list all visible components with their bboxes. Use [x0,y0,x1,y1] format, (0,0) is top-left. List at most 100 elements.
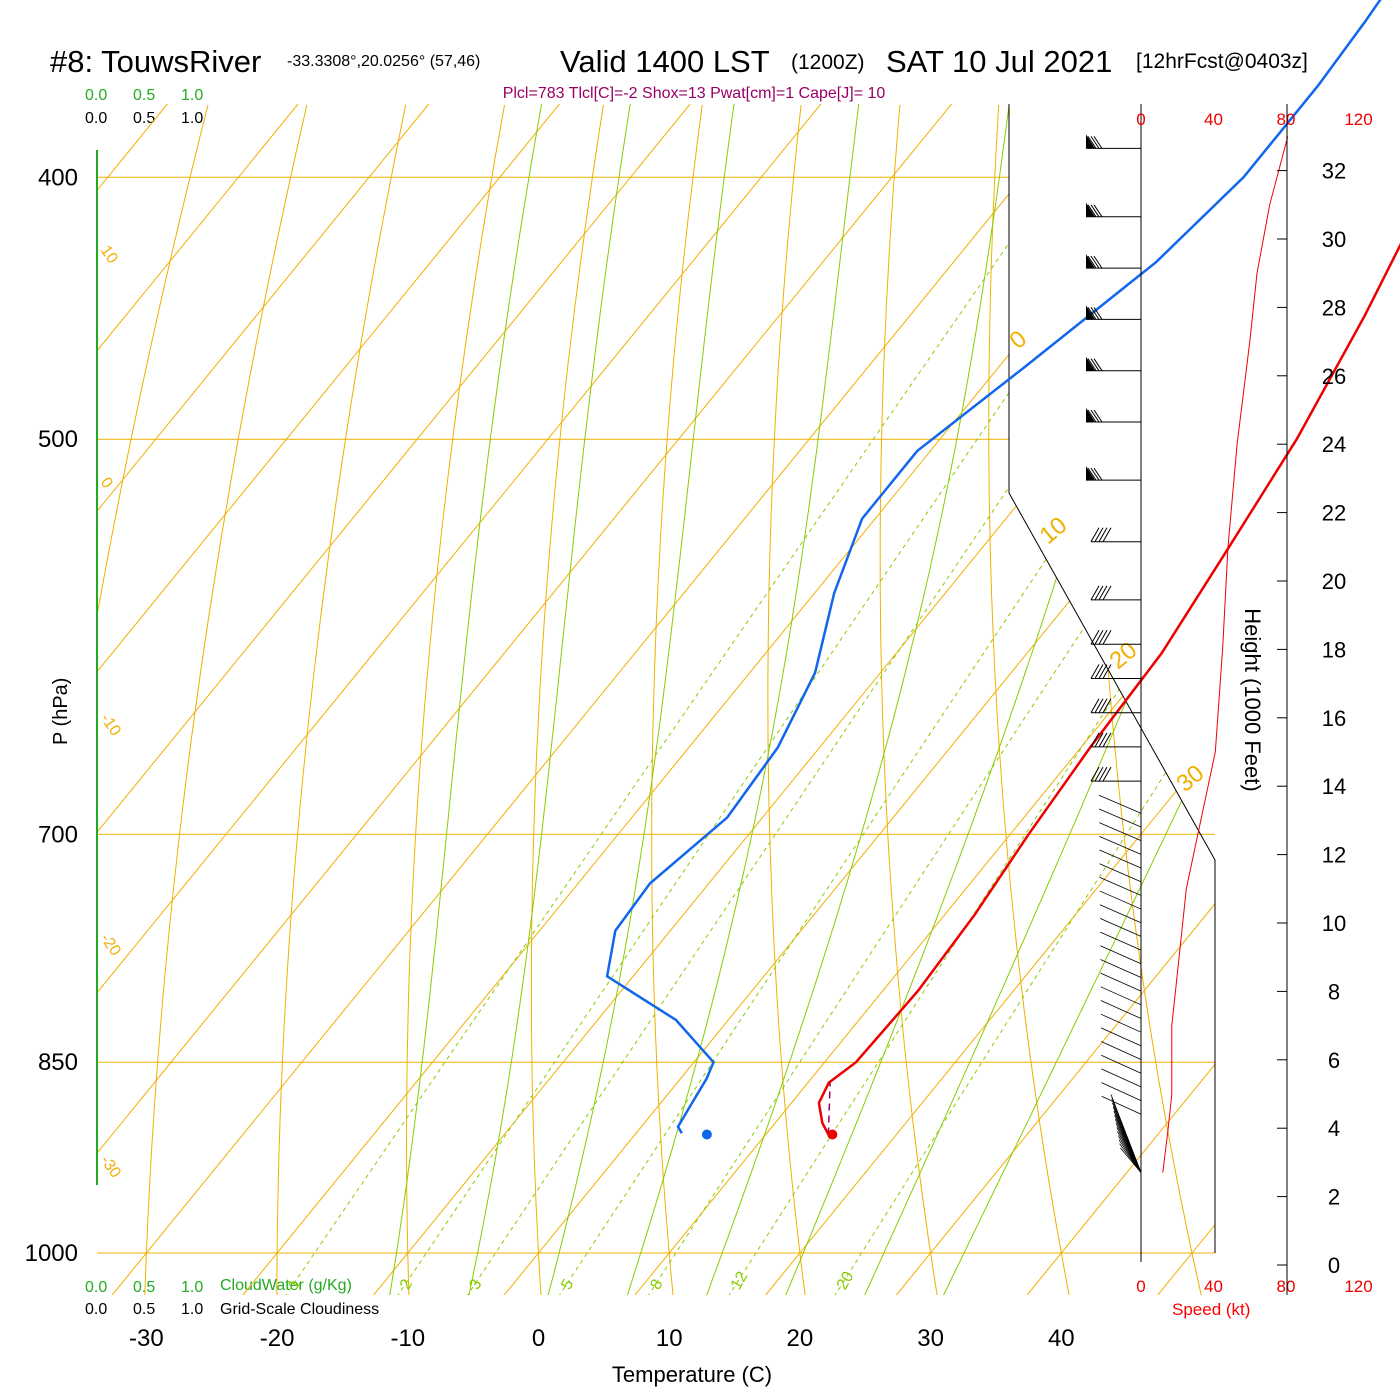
height-label-0: 0 [1328,1253,1340,1278]
wind-barb-feather [1098,732,1108,748]
speed-top-label-120: 120 [1344,110,1372,129]
pressure-label-500: 500 [38,426,78,453]
cloud-bottom-green-1: 0.5 [133,1279,155,1296]
height-label-10: 10 [1322,911,1346,936]
cloud-bottom-black-2: 1.0 [181,1301,203,1318]
cloud-top-black-2: 1.0 [181,110,203,127]
temp-label--10: -10 [390,1325,425,1352]
isotherm-line [97,104,822,1295]
wind-barb-staff [1099,863,1142,883]
wind-barb-feather [1090,664,1100,679]
moist-adiabat [778,104,1215,1295]
wind-barb-feather [1094,630,1104,645]
temp-label-40: 40 [1048,1325,1075,1352]
wind-barb-feather [1102,698,1112,713]
dry-adiabat [988,104,1070,1295]
wind-barb-staff [1098,794,1142,814]
wind-barb-staff [1101,1095,1142,1115]
cloud-top-green-2: 1.0 [181,87,203,104]
isotherm-line [634,104,1215,1295]
cloud-top-green-1: 0.5 [133,87,155,104]
height-label-28: 28 [1322,295,1346,320]
wind-barb-feather [1087,204,1097,218]
dry-adiabat [767,104,806,1295]
height-label-2: 2 [1328,1185,1340,1210]
wind-barb-feather [1090,136,1100,149]
cloudiness-label: Grid-Scale Cloudiness [220,1301,379,1318]
wind-barb-feather [1098,630,1108,645]
wind-barb-feather [1087,307,1097,320]
cloud-bottom-black-1: 0.5 [133,1301,155,1318]
wind-barb-feather [1090,358,1100,371]
wind-barb-staff [1120,1147,1142,1173]
isotherm-line [503,104,1215,1295]
speed-top-label-80: 80 [1277,110,1296,129]
cloud-bottom-green-2: 1.0 [181,1279,203,1296]
isotherm-line [97,104,691,1295]
dry-adiabat [276,104,407,1295]
wind-barb-staff [1101,1082,1142,1101]
dry-adiabat [530,104,604,1295]
pressure-label-400: 400 [38,164,78,191]
height-label-4: 4 [1328,1116,1340,1141]
parcel-path [827,1082,831,1135]
height-label-6: 6 [1328,1048,1340,1073]
dry-adiabat-label-10: 10 [1035,512,1073,550]
isotherm-label--10: -10 [97,711,124,740]
wind-barb-staff [1100,986,1142,1006]
wind-barb-feather [1090,630,1100,645]
wind-barb-staff [1099,835,1142,855]
wind-barb-feather [1102,630,1112,645]
temp-label--20: -20 [260,1325,295,1352]
pressure-label-850: 850 [38,1049,78,1076]
wind-barb-feather [1090,766,1100,782]
mixing-ratio-label-3: 3 [466,1276,485,1292]
height-label-30: 30 [1322,227,1346,252]
wind-barb-staff [1100,1000,1142,1019]
height-label-14: 14 [1322,774,1346,799]
height-axis-title: Height (1000 Feet) [1240,608,1265,791]
mixing-ratio-line [387,177,1157,1295]
dry-adiabat [1394,105,1400,1295]
wind-barb-staff [1099,904,1142,924]
wind-barb-feather [1102,664,1112,679]
wind-barb-staff [1099,877,1142,896]
wind-barb-feather [1102,527,1112,542]
wind-barb-feather [1093,204,1103,218]
dry-adiabat-label-20: 20 [1105,637,1143,675]
surface-temperature-marker [827,1129,838,1140]
wind-barb-staff [1099,849,1142,869]
isotherm-line [896,104,1215,1295]
dry-adiabat [1295,105,1400,1295]
isotherm-line [1026,104,1215,1295]
wind-barb-feather [1087,467,1097,481]
pressure-label-1000: 1000 [25,1240,78,1267]
isotherm-line [1157,104,1215,1295]
cloudwater-label: CloudWater (g/Kg) [220,1277,352,1294]
wind-barb-feather [1093,307,1103,320]
wind-barb-feather [1087,255,1097,269]
temp-label-0: 0 [532,1325,545,1352]
isotherm-line [97,104,299,1295]
mixing-ratio-label-5: 5 [558,1276,577,1292]
cloud-top-black-0: 0.0 [85,110,107,127]
pressure-label-700: 700 [38,821,78,848]
wind-barb-feather [1090,698,1100,713]
mixing-ratio-line [825,177,1215,1295]
isotherm-line [111,104,1083,1295]
wind-barb-flag [1086,254,1095,269]
wind-barb-staff [1099,890,1142,910]
wind-barb-feather [1087,409,1097,423]
wind-barb-feather [1098,527,1108,542]
utc-time: (1200Z) [791,51,865,74]
wind-barb-feather [1090,467,1100,481]
sounding-profiles [605,0,1400,1140]
isotherm-line [242,104,1214,1295]
height-label-18: 18 [1322,637,1346,662]
valid-time: Valid 1400 LST [560,44,770,79]
wind-barb-feather [1093,136,1103,149]
isotherm-line [97,104,430,1295]
moist-adiabat [543,104,817,1295]
forecast-info: [12hrFcst@0403z] [1136,50,1308,73]
wind-barb-staff [1099,822,1142,842]
